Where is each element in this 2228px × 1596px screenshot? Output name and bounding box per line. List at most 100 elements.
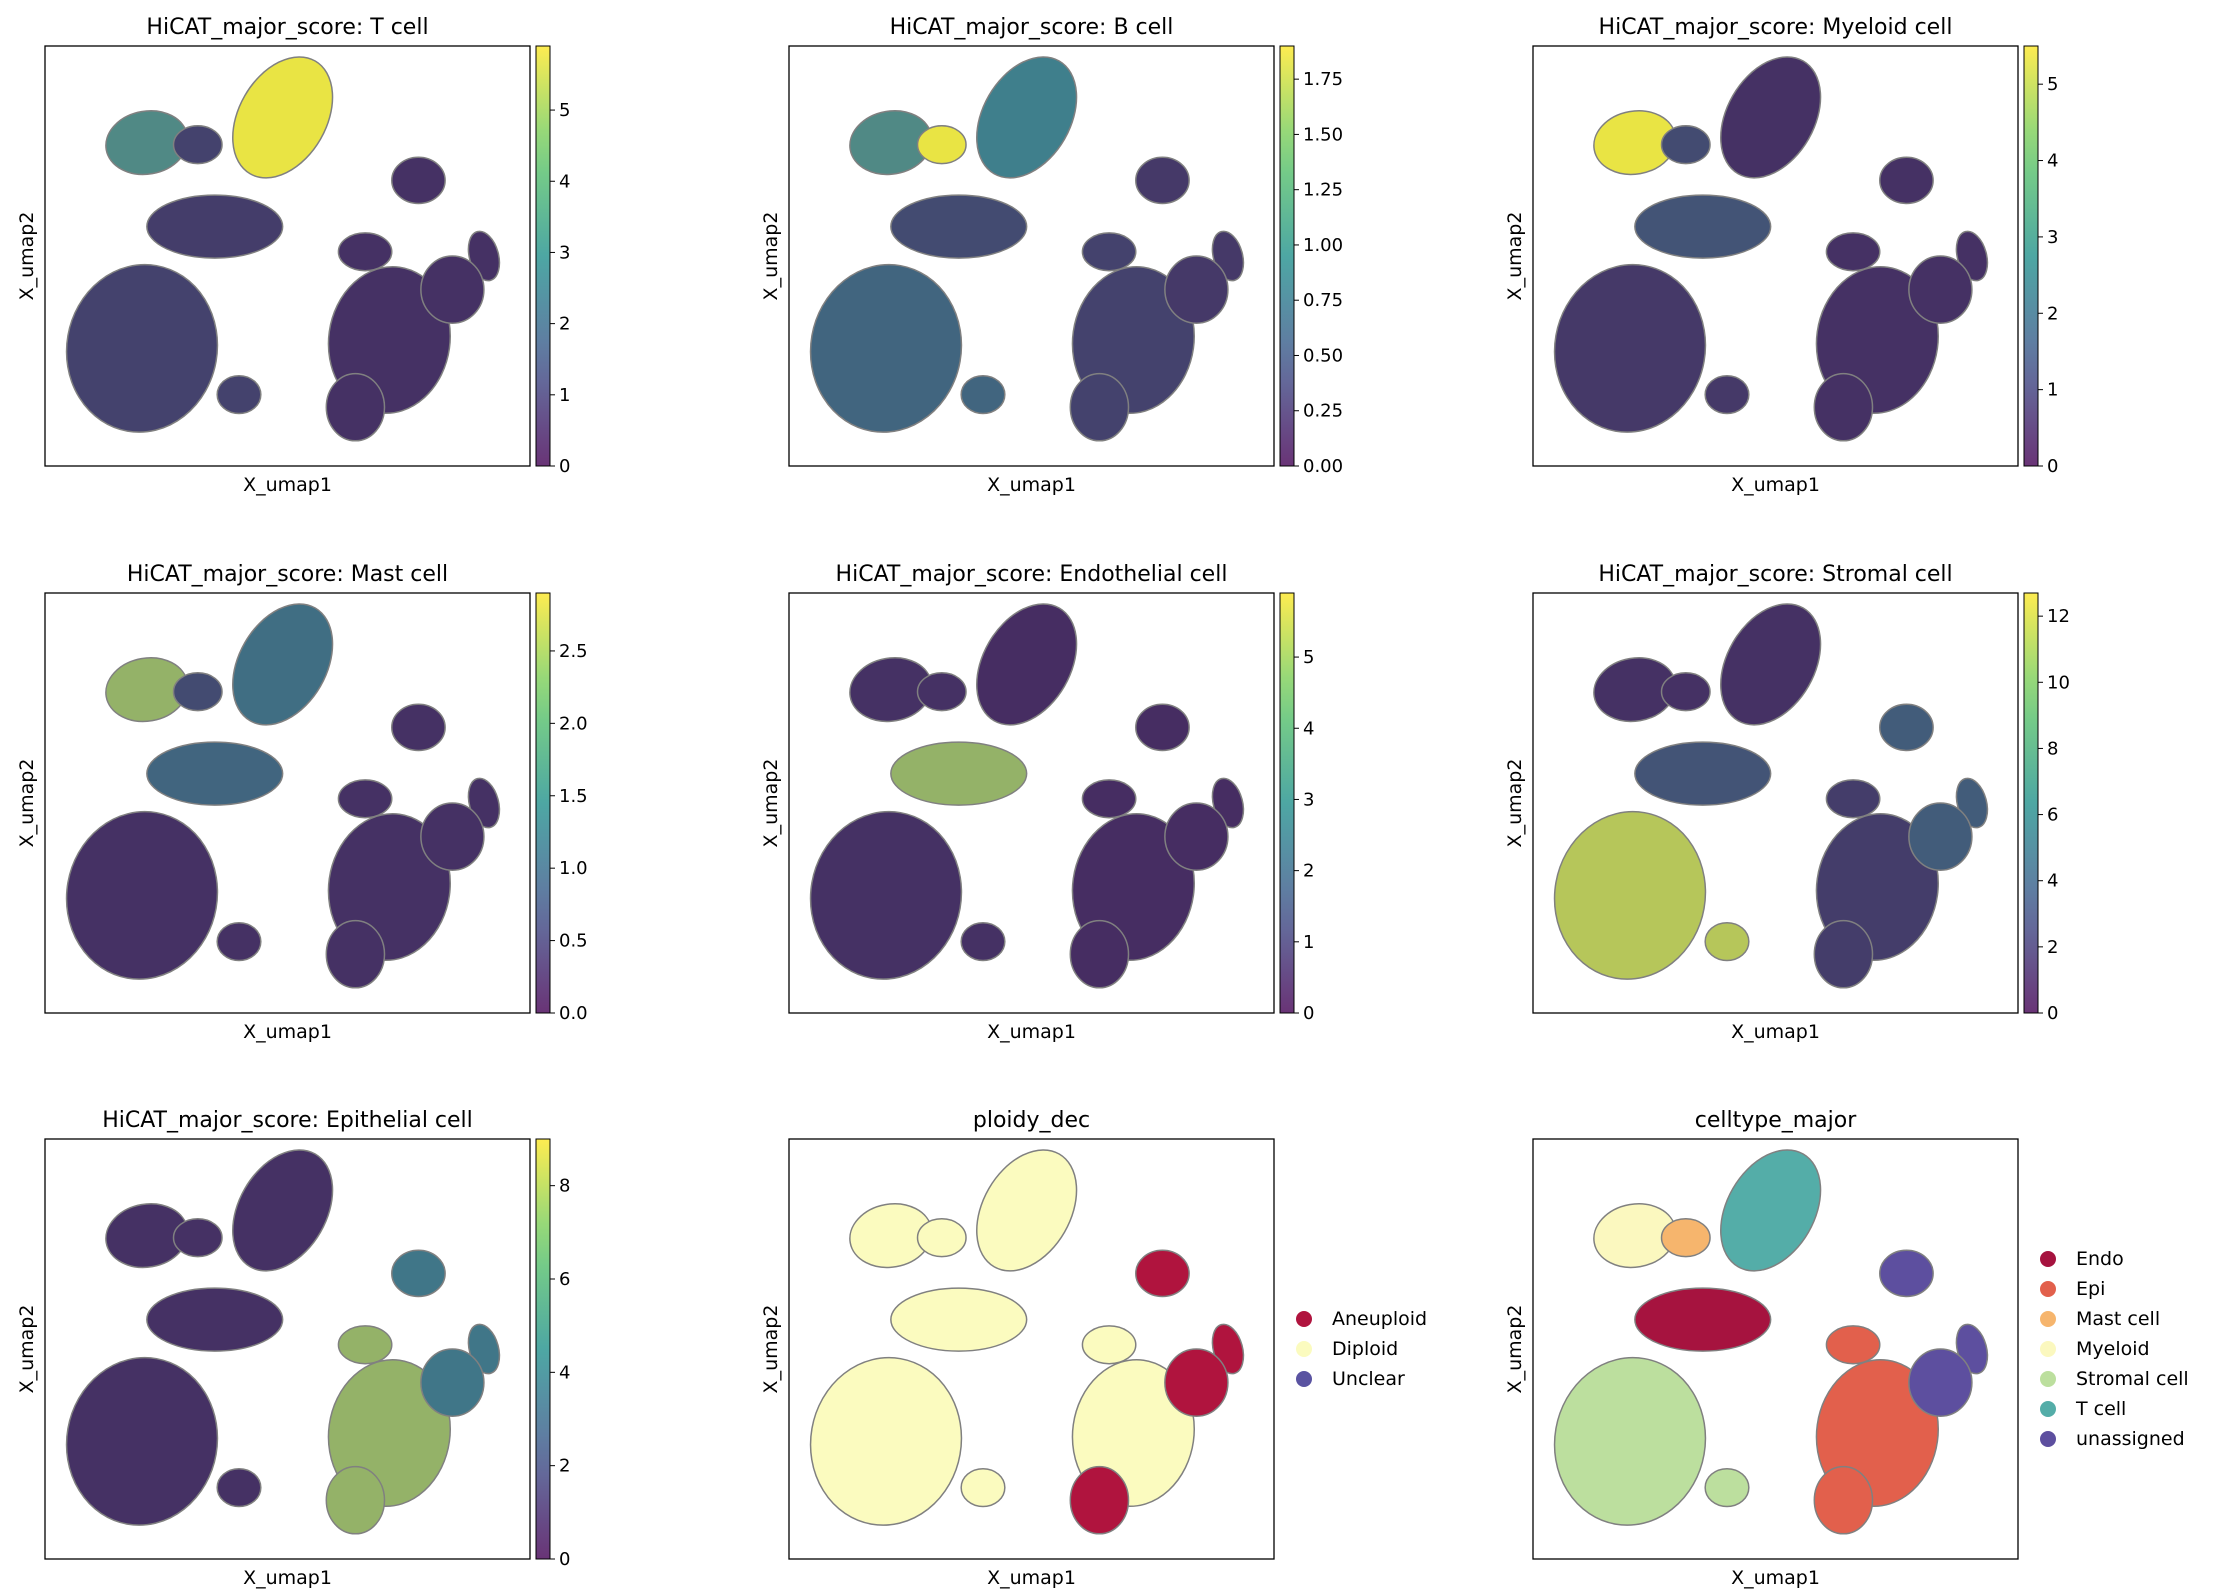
legend-label: T cell: [2075, 1398, 2126, 1420]
colorbar-gradient: [535, 592, 551, 1014]
cell-cluster-8: [216, 921, 262, 962]
cell-cluster-12: [1908, 1348, 1973, 1417]
colorbar: 0 1 2 3 4 5: [1279, 592, 1314, 1024]
colorbar-tick-label: 1.75: [1303, 69, 1343, 90]
cell-cluster-12: [420, 1348, 485, 1417]
colorbar-tick-label: 0.5: [559, 931, 588, 952]
x-axis-label: X_umap1: [1731, 1021, 1820, 1043]
cell-cluster-10: [325, 372, 386, 442]
plot-frame: [44, 592, 531, 1014]
cell-cluster-11: [1825, 779, 1881, 819]
cell-cluster-4: [1135, 156, 1190, 205]
scatter-points: [1553, 1149, 1989, 1535]
legend-marker: [2040, 1251, 2056, 1267]
cell-cluster-2: [172, 672, 223, 712]
cell-cluster-11: [1081, 1325, 1137, 1365]
y-axis-label: X_umap2: [760, 212, 782, 301]
colorbar-tick-label: 2.0: [559, 713, 588, 734]
chart-title: HiCAT_major_score: T cell: [146, 15, 428, 40]
cell-cluster-10: [1069, 1465, 1130, 1535]
colorbar-tick-label: 2: [559, 1456, 570, 1477]
legend-marker: [2040, 1401, 2056, 1417]
legend: Aneuploid Diploid Unclear: [1296, 1308, 1427, 1390]
cell-cluster-7: [65, 1356, 219, 1526]
cell-cluster-6: [1634, 1287, 1772, 1352]
chart-panel-5: HiCAT_major_score: Endothelial cell X_uma…: [760, 562, 1314, 1043]
cell-cluster-12: [420, 802, 485, 871]
x-axis-label: X_umap1: [243, 1021, 332, 1043]
plot-frame: [44, 1138, 531, 1560]
legend-marker: [1296, 1371, 1312, 1387]
colorbar-tick-label: 0: [2047, 456, 2058, 477]
cell-cluster-10: [325, 919, 386, 989]
cell-cluster-6: [890, 194, 1028, 259]
colorbar-tick-label: 1: [559, 385, 570, 406]
colorbar: 0.00 0.25 0.50 0.75 1.00 1.25 1.50 1.75: [1279, 45, 1343, 477]
cell-cluster-2: [172, 1218, 223, 1258]
cell-cluster-2: [1660, 1218, 1711, 1258]
legend-marker: [1296, 1311, 1312, 1327]
cell-cluster-4: [1879, 156, 1934, 205]
y-axis-label: X_umap2: [760, 759, 782, 848]
colorbar-tick-label: 2: [559, 314, 570, 335]
chart-title: HiCAT_major_score: Endothelial cell: [836, 562, 1228, 587]
chart-panel-1: HiCAT_major_score: T cell X_umap1 X_umap2 0…: [16, 15, 570, 496]
x-axis-label: X_umap1: [243, 1567, 332, 1589]
scatter-points: [1553, 603, 1989, 989]
cell-cluster-2: [916, 125, 967, 165]
cell-cluster-12: [1908, 255, 1973, 324]
colorbar-tick-label: 0: [1303, 1003, 1314, 1024]
colorbar-tick-label: 4: [559, 171, 570, 192]
colorbar-tick-label: 3: [2047, 227, 2058, 248]
colorbar-tick-label: 2: [2047, 937, 2058, 958]
chart-panel-8: ploidy_dec X_umap1 X_umap2 Aneuploid Diploid…: [760, 1108, 1427, 1589]
chart-panel-3: HiCAT_major_score: Myeloid cell X_umap1 X_…: [1504, 15, 2058, 496]
cell-cluster-10: [325, 1465, 386, 1535]
y-axis-label: X_umap2: [16, 1305, 38, 1394]
cell-cluster-11: [337, 232, 393, 272]
scatter-points: [65, 56, 501, 442]
y-axis-label: X_umap2: [1504, 759, 1526, 848]
chart-title: ploidy_dec: [973, 1108, 1090, 1133]
cell-cluster-3: [1720, 56, 1822, 179]
cell-cluster-6: [146, 194, 284, 259]
colorbar-gradient: [535, 1138, 551, 1560]
plot-frame: [1532, 592, 2019, 1014]
cell-cluster-6: [890, 741, 1028, 806]
cell-cluster-3: [1720, 1149, 1822, 1272]
legend-marker: [2040, 1431, 2056, 1447]
cell-cluster-12: [420, 255, 485, 324]
cell-cluster-4: [391, 703, 446, 752]
chart-panel-4: HiCAT_major_score: Mast cell X_umap1 X_uma…: [16, 562, 588, 1043]
cell-cluster-8: [960, 374, 1006, 415]
cell-cluster-11: [1825, 232, 1881, 272]
scatter-points: [809, 1149, 1245, 1535]
colorbar-tick-label: 2.5: [559, 641, 588, 662]
legend-marker: [2040, 1281, 2056, 1297]
colorbar: 0 2 4 6 8 10 12: [2023, 592, 2070, 1024]
cell-cluster-3: [976, 1149, 1078, 1272]
x-axis-label: X_umap1: [1731, 1567, 1820, 1589]
cell-cluster-4: [1879, 1249, 1934, 1298]
colorbar-tick-label: 5: [2047, 74, 2058, 95]
colorbar-tick-label: 3: [559, 242, 570, 263]
cell-cluster-12: [1164, 802, 1229, 871]
y-axis-label: X_umap2: [16, 759, 38, 848]
x-axis-label: X_umap1: [987, 1021, 1076, 1043]
colorbar-tick-label: 5: [1303, 647, 1314, 668]
cell-cluster-8: [1704, 1467, 1750, 1508]
scatter-points: [809, 603, 1245, 989]
cell-cluster-6: [1634, 194, 1772, 259]
colorbar-tick-label: 1.0: [559, 858, 588, 879]
colorbar-gradient: [1279, 45, 1295, 467]
cell-cluster-7: [1553, 1356, 1707, 1526]
cell-cluster-8: [960, 1467, 1006, 1508]
colorbar-tick-label: 12: [2047, 606, 2070, 627]
cell-cluster-3: [976, 603, 1078, 726]
colorbar-tick-label: 2: [2047, 303, 2058, 324]
colorbar-gradient: [1279, 592, 1295, 1014]
cell-cluster-3: [976, 56, 1078, 179]
colorbar-tick-label: 6: [2047, 805, 2058, 826]
plot-frame: [788, 45, 1275, 467]
colorbar-tick-label: 4: [1303, 718, 1314, 739]
